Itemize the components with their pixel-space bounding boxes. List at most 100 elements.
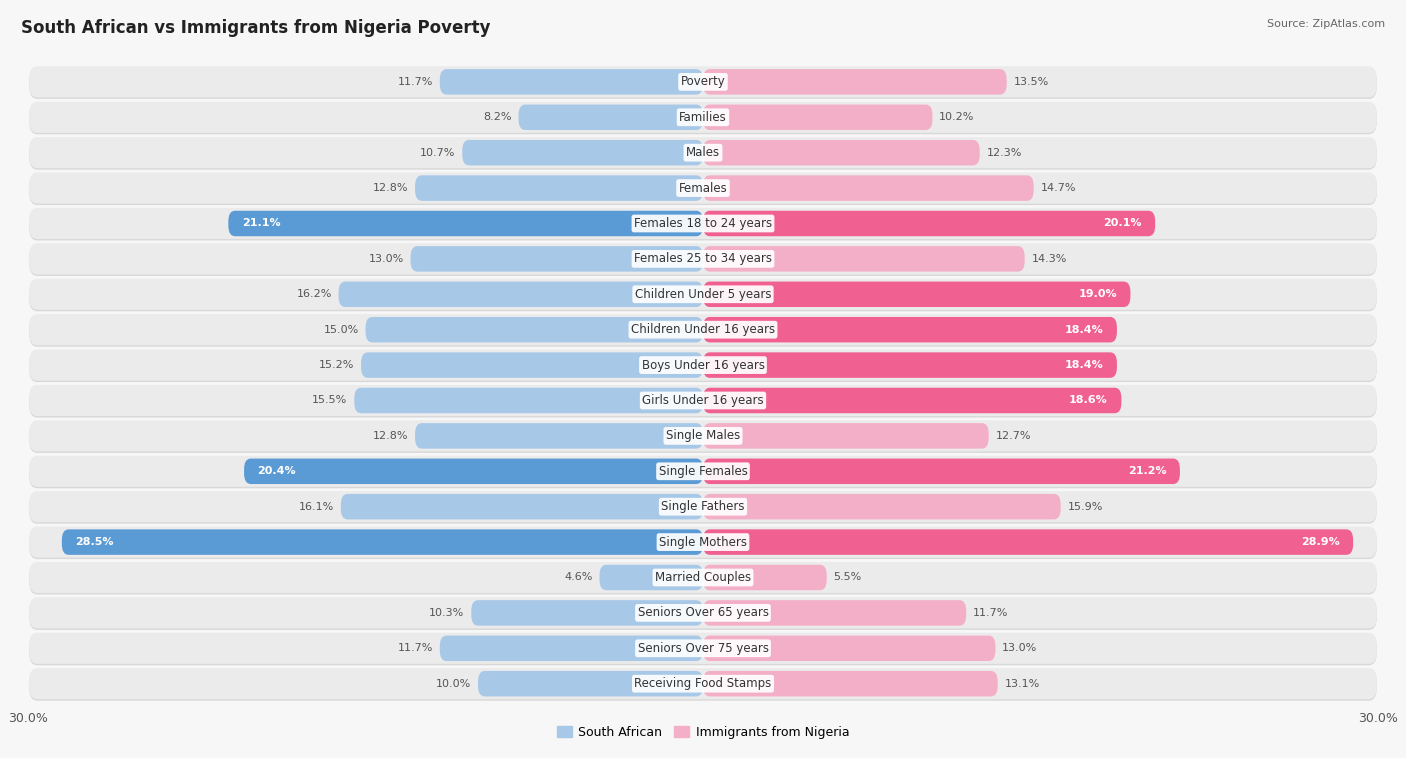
FancyBboxPatch shape bbox=[30, 208, 1376, 239]
Text: Receiving Food Stamps: Receiving Food Stamps bbox=[634, 677, 772, 691]
Text: 10.2%: 10.2% bbox=[939, 112, 974, 122]
Text: 16.1%: 16.1% bbox=[299, 502, 335, 512]
Text: Females: Females bbox=[679, 182, 727, 195]
FancyBboxPatch shape bbox=[703, 281, 1130, 307]
Text: Females 18 to 24 years: Females 18 to 24 years bbox=[634, 217, 772, 230]
FancyBboxPatch shape bbox=[30, 562, 1376, 593]
Text: 13.1%: 13.1% bbox=[1004, 678, 1039, 689]
Legend: South African, Immigrants from Nigeria: South African, Immigrants from Nigeria bbox=[551, 721, 855, 744]
FancyBboxPatch shape bbox=[703, 105, 932, 130]
Text: 15.9%: 15.9% bbox=[1067, 502, 1102, 512]
FancyBboxPatch shape bbox=[415, 423, 703, 449]
Text: 10.3%: 10.3% bbox=[429, 608, 464, 618]
FancyBboxPatch shape bbox=[30, 528, 1376, 559]
FancyBboxPatch shape bbox=[415, 175, 703, 201]
Text: 28.5%: 28.5% bbox=[76, 537, 114, 547]
FancyBboxPatch shape bbox=[471, 600, 703, 625]
FancyBboxPatch shape bbox=[411, 246, 703, 271]
Text: 11.7%: 11.7% bbox=[398, 644, 433, 653]
Text: 12.8%: 12.8% bbox=[373, 431, 408, 441]
FancyBboxPatch shape bbox=[30, 633, 1376, 664]
FancyBboxPatch shape bbox=[228, 211, 703, 236]
FancyBboxPatch shape bbox=[463, 140, 703, 165]
FancyBboxPatch shape bbox=[30, 137, 1376, 168]
FancyBboxPatch shape bbox=[703, 246, 1025, 271]
Text: Children Under 16 years: Children Under 16 years bbox=[631, 323, 775, 337]
FancyBboxPatch shape bbox=[366, 317, 703, 343]
Text: Poverty: Poverty bbox=[681, 75, 725, 89]
FancyBboxPatch shape bbox=[703, 494, 1060, 519]
FancyBboxPatch shape bbox=[30, 385, 1376, 416]
FancyBboxPatch shape bbox=[30, 421, 1376, 452]
FancyBboxPatch shape bbox=[30, 599, 1376, 630]
FancyBboxPatch shape bbox=[62, 529, 703, 555]
Text: 12.3%: 12.3% bbox=[987, 148, 1022, 158]
FancyBboxPatch shape bbox=[30, 174, 1376, 205]
Text: Single Females: Single Females bbox=[658, 465, 748, 478]
Text: 14.3%: 14.3% bbox=[1032, 254, 1067, 264]
FancyBboxPatch shape bbox=[519, 105, 703, 130]
Text: 13.0%: 13.0% bbox=[368, 254, 404, 264]
Text: 15.2%: 15.2% bbox=[319, 360, 354, 370]
Text: 16.2%: 16.2% bbox=[297, 290, 332, 299]
FancyBboxPatch shape bbox=[30, 139, 1376, 170]
Text: Girls Under 16 years: Girls Under 16 years bbox=[643, 394, 763, 407]
Text: Married Couples: Married Couples bbox=[655, 571, 751, 584]
FancyBboxPatch shape bbox=[440, 69, 703, 95]
FancyBboxPatch shape bbox=[703, 317, 1116, 343]
Text: Single Mothers: Single Mothers bbox=[659, 536, 747, 549]
FancyBboxPatch shape bbox=[703, 459, 1180, 484]
Text: Boys Under 16 years: Boys Under 16 years bbox=[641, 359, 765, 371]
FancyBboxPatch shape bbox=[703, 175, 1033, 201]
FancyBboxPatch shape bbox=[30, 349, 1376, 381]
FancyBboxPatch shape bbox=[30, 173, 1376, 204]
FancyBboxPatch shape bbox=[30, 315, 1376, 346]
FancyBboxPatch shape bbox=[703, 671, 998, 697]
FancyBboxPatch shape bbox=[703, 69, 1007, 95]
Text: Single Fathers: Single Fathers bbox=[661, 500, 745, 513]
FancyBboxPatch shape bbox=[30, 67, 1376, 99]
FancyBboxPatch shape bbox=[30, 563, 1376, 594]
FancyBboxPatch shape bbox=[339, 281, 703, 307]
Text: 10.0%: 10.0% bbox=[436, 678, 471, 689]
FancyBboxPatch shape bbox=[30, 527, 1376, 558]
FancyBboxPatch shape bbox=[703, 352, 1116, 377]
Text: 12.7%: 12.7% bbox=[995, 431, 1031, 441]
Text: 20.4%: 20.4% bbox=[257, 466, 297, 476]
Text: Families: Families bbox=[679, 111, 727, 124]
Text: 15.5%: 15.5% bbox=[312, 396, 347, 406]
FancyBboxPatch shape bbox=[30, 279, 1376, 310]
Text: 4.6%: 4.6% bbox=[564, 572, 593, 582]
FancyBboxPatch shape bbox=[30, 245, 1376, 276]
Text: 21.2%: 21.2% bbox=[1128, 466, 1167, 476]
FancyBboxPatch shape bbox=[703, 635, 995, 661]
FancyBboxPatch shape bbox=[361, 352, 703, 377]
Text: 20.1%: 20.1% bbox=[1104, 218, 1142, 228]
FancyBboxPatch shape bbox=[478, 671, 703, 697]
Text: Seniors Over 75 years: Seniors Over 75 years bbox=[637, 642, 769, 655]
Text: 13.0%: 13.0% bbox=[1002, 644, 1038, 653]
FancyBboxPatch shape bbox=[245, 459, 703, 484]
Text: 13.5%: 13.5% bbox=[1014, 77, 1049, 87]
FancyBboxPatch shape bbox=[440, 635, 703, 661]
Text: South African vs Immigrants from Nigeria Poverty: South African vs Immigrants from Nigeria… bbox=[21, 19, 491, 37]
Text: 18.6%: 18.6% bbox=[1069, 396, 1108, 406]
FancyBboxPatch shape bbox=[30, 314, 1376, 345]
FancyBboxPatch shape bbox=[340, 494, 703, 519]
Text: 11.7%: 11.7% bbox=[973, 608, 1008, 618]
Text: Children Under 5 years: Children Under 5 years bbox=[634, 288, 772, 301]
FancyBboxPatch shape bbox=[30, 103, 1376, 134]
Text: 18.4%: 18.4% bbox=[1064, 324, 1104, 335]
Text: 15.0%: 15.0% bbox=[323, 324, 359, 335]
FancyBboxPatch shape bbox=[703, 211, 1156, 236]
Text: 18.4%: 18.4% bbox=[1064, 360, 1104, 370]
FancyBboxPatch shape bbox=[703, 423, 988, 449]
FancyBboxPatch shape bbox=[703, 140, 980, 165]
FancyBboxPatch shape bbox=[30, 597, 1376, 628]
FancyBboxPatch shape bbox=[703, 600, 966, 625]
FancyBboxPatch shape bbox=[30, 102, 1376, 133]
Text: 21.1%: 21.1% bbox=[242, 218, 280, 228]
FancyBboxPatch shape bbox=[30, 493, 1376, 524]
FancyBboxPatch shape bbox=[30, 351, 1376, 382]
FancyBboxPatch shape bbox=[30, 634, 1376, 666]
